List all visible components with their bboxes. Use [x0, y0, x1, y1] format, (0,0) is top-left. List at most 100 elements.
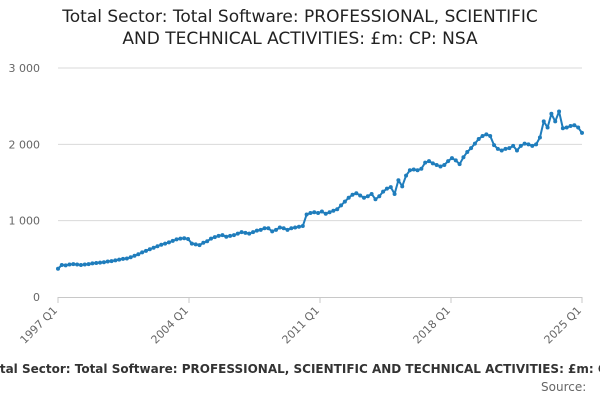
data-point — [354, 191, 359, 196]
data-point — [419, 166, 424, 171]
chart-title-line-1: Total Sector: Total Software: PROFESSION… — [62, 7, 538, 27]
data-point — [170, 238, 175, 243]
data-point — [342, 199, 347, 204]
data-point — [492, 143, 497, 148]
data-point — [174, 237, 179, 242]
data-point — [262, 226, 267, 231]
data-point — [220, 233, 225, 238]
data-point — [216, 233, 221, 238]
x-tick-label: 1997 Q1 — [18, 304, 61, 347]
data-point — [453, 158, 458, 163]
data-point — [205, 239, 210, 244]
y-tick-label: 0 — [33, 291, 40, 304]
data-point — [289, 226, 294, 231]
data-point — [327, 210, 332, 215]
data-point — [469, 146, 474, 151]
data-point — [377, 194, 382, 199]
data-point — [564, 125, 569, 130]
y-tick-label: 3 000 — [9, 62, 41, 75]
data-point — [285, 227, 290, 232]
data-point — [266, 226, 271, 231]
x-tick-label: 2018 Q1 — [411, 304, 454, 347]
data-point — [193, 242, 198, 247]
data-point — [235, 231, 240, 236]
data-point — [449, 156, 454, 161]
data-point — [545, 125, 550, 130]
data-point — [136, 252, 141, 257]
x-tick-label: 2025 Q1 — [542, 304, 585, 347]
data-point — [499, 148, 504, 153]
data-point — [392, 191, 397, 196]
data-point — [128, 255, 133, 260]
data-point — [557, 109, 562, 114]
data-point — [381, 189, 386, 194]
data-point — [59, 262, 64, 267]
x-tick-label: 2004 Q1 — [149, 304, 192, 347]
data-point — [201, 240, 206, 245]
data-point — [296, 224, 301, 229]
legend-series-label[interactable]: Total Sector: Total Software: PROFESSION… — [0, 362, 600, 376]
data-point — [461, 155, 466, 160]
chart-title-line-2: AND TECHNICAL ACTIVITIES: £m: CP: NSA — [122, 29, 478, 49]
data-point — [580, 130, 584, 135]
data-point — [86, 262, 91, 267]
data-point — [511, 143, 516, 148]
data-point — [396, 178, 401, 183]
data-point — [331, 208, 336, 213]
y-tick-label: 2 000 — [9, 138, 41, 151]
data-point — [495, 146, 500, 151]
data-point — [212, 235, 217, 240]
data-point — [243, 230, 248, 235]
data-point — [151, 245, 156, 250]
data-point — [258, 227, 263, 232]
data-point — [159, 242, 164, 247]
data-point — [117, 257, 122, 262]
data-point — [472, 141, 477, 146]
data-point — [78, 262, 83, 267]
data-point — [105, 259, 110, 264]
data-point — [361, 195, 366, 200]
data-point — [541, 119, 546, 124]
data-point — [304, 212, 309, 217]
data-point — [147, 247, 152, 252]
data-point — [231, 233, 236, 238]
data-point — [308, 211, 313, 216]
data-point — [251, 230, 256, 235]
data-point — [274, 227, 279, 232]
data-point — [358, 193, 363, 198]
data-point — [163, 241, 168, 246]
data-point — [522, 141, 527, 146]
data-point — [178, 236, 183, 241]
data-point — [155, 244, 160, 249]
data-point — [503, 146, 508, 151]
data-point — [553, 119, 558, 124]
data-point — [300, 224, 305, 229]
data-point — [526, 142, 531, 147]
data-point — [572, 123, 577, 128]
data-point — [400, 184, 405, 189]
data-point — [63, 263, 68, 268]
data-point — [476, 136, 481, 141]
data-point — [113, 258, 118, 263]
data-point — [94, 261, 99, 266]
data-point — [434, 162, 439, 167]
data-point — [186, 236, 191, 241]
legend[interactable]: Total Sector: Total Software: PROFESSION… — [0, 362, 600, 378]
data-point — [514, 148, 519, 153]
data-point — [247, 231, 252, 236]
data-point — [224, 234, 229, 239]
data-point — [488, 133, 493, 138]
data-point — [71, 262, 76, 267]
data-point — [442, 162, 447, 167]
data-point — [228, 233, 233, 238]
data-point — [143, 248, 148, 253]
data-point — [56, 266, 60, 271]
data-point — [254, 228, 259, 233]
data-point — [346, 195, 351, 200]
data-point — [316, 211, 321, 216]
data-point — [576, 125, 581, 130]
data-point — [484, 132, 489, 137]
data-point — [537, 135, 542, 140]
data-point — [109, 259, 114, 264]
